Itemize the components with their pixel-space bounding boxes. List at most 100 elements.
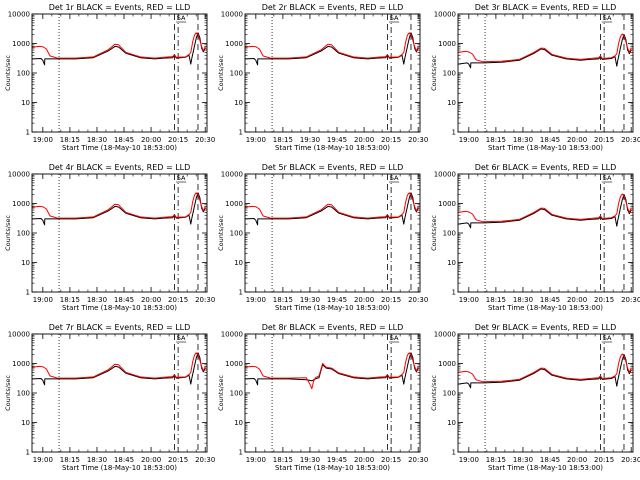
series-lld-line <box>31 32 206 59</box>
x-tick-label: 19:45 <box>327 296 347 304</box>
y-tick-label: 1000 <box>225 200 243 208</box>
y-tick-label: 10000 <box>8 11 30 19</box>
x-tick-label: 18:45 <box>114 456 134 464</box>
y-tick-label: 10000 <box>434 171 456 179</box>
series-lld-line <box>244 192 419 219</box>
x-tick-label: 19:00 <box>246 296 266 304</box>
y-tick-label: 100 <box>230 230 243 238</box>
y-axis-label: Counts/sec <box>217 55 225 91</box>
saa-marker-label: SA <box>177 174 186 182</box>
series-lld-line <box>457 193 632 223</box>
x-tick-label: 20:00 <box>354 456 374 464</box>
series-lld-line <box>244 352 419 390</box>
panel-title: Det 1r BLACK = Events, RED = LLD <box>49 3 191 12</box>
y-tick-label: 1000 <box>438 200 456 208</box>
panel-title: Det 4r BLACK = Events, RED = LLD <box>49 163 191 172</box>
y-tick-label: 100 <box>230 390 243 398</box>
saa-marker-label: SA <box>603 14 612 22</box>
y-tick-label: 100 <box>443 230 456 238</box>
x-tick-label: 18:15 <box>60 296 80 304</box>
y-tick-label: 1000 <box>12 40 30 48</box>
series-lld-line <box>31 352 206 379</box>
x-tick-label: 20:15 <box>381 456 401 464</box>
series-events-line <box>457 354 632 389</box>
y-tick-label: 1000 <box>225 360 243 368</box>
x-tick-label: 20:30 <box>408 296 428 304</box>
panel-title: Det 9r BLACK = Events, RED = LLD <box>475 323 617 332</box>
y-tick-label: 10000 <box>434 331 456 339</box>
y-tick-label: 100 <box>17 230 30 238</box>
y-axis-label: Counts/sec <box>4 215 12 251</box>
saa-marker-label: SA <box>603 174 612 182</box>
x-tick-label: 19:00 <box>246 456 266 464</box>
y-tick-label: 10000 <box>8 171 30 179</box>
x-tick-label: 19:00 <box>459 456 479 464</box>
x-tick-label: 19:00 <box>33 136 53 144</box>
y-tick-label: 10 <box>21 259 30 267</box>
x-tick-label: 18:30 <box>513 296 533 304</box>
x-tick-label: 20:30 <box>621 136 640 144</box>
x-tick-label: 20:30 <box>621 296 640 304</box>
x-tick-label: 18:45 <box>540 456 560 464</box>
x-tick-label: 20:30 <box>621 456 640 464</box>
saa-marker-label: SA <box>390 174 399 182</box>
plot-frame <box>244 333 421 453</box>
series-events-line <box>457 194 632 229</box>
x-tick-label: 20:00 <box>354 296 374 304</box>
panel-title: Det 8r BLACK = Events, RED = LLD <box>262 323 404 332</box>
plot-frame <box>457 173 634 293</box>
series-events-line <box>31 352 206 386</box>
y-tick-label: 10 <box>447 259 456 267</box>
panel-det-8r: Det 8r BLACK = Events, RED = LLD Counts/s… <box>217 323 428 472</box>
saa-marker-label: SA <box>603 334 612 342</box>
saa-marker-label: SA <box>177 334 186 342</box>
panel-det-1r: Det 1r BLACK = Events, RED = LLD Counts/s… <box>4 3 215 152</box>
y-tick-label: 10 <box>21 99 30 107</box>
panel-det-5r: Det 5r BLACK = Events, RED = LLD Counts/s… <box>217 163 428 312</box>
panel-title: Det 5r BLACK = Events, RED = LLD <box>262 163 404 172</box>
y-tick-label: 100 <box>443 70 456 78</box>
panel-title: Det 7r BLACK = Events, RED = LLD <box>49 323 191 332</box>
x-tick-label: 18:30 <box>513 456 533 464</box>
x-tick-label: 19:00 <box>33 296 53 304</box>
x-tick-label: 19:45 <box>327 456 347 464</box>
x-tick-label: 18:45 <box>540 136 560 144</box>
plot-frame <box>244 13 421 133</box>
x-tick-label: 18:30 <box>87 456 107 464</box>
plot-frame <box>244 173 421 293</box>
panel-det-2r: Det 2r BLACK = Events, RED = LLD Counts/s… <box>217 3 428 152</box>
panel-title: Det 3r BLACK = Events, RED = LLD <box>475 3 617 12</box>
x-tick-label: 18:15 <box>273 456 293 464</box>
plot-frame <box>457 13 634 133</box>
y-axis-label: Counts/sec <box>430 375 438 411</box>
x-axis-label: Start Time (18-May-10 18:53:00) <box>62 144 177 152</box>
x-tick-label: 18:45 <box>114 296 134 304</box>
panel-det-3r: Det 3r BLACK = Events, RED = LLD Counts/s… <box>430 3 640 152</box>
series-lld-line <box>457 353 632 383</box>
x-tick-label: 18:15 <box>486 296 506 304</box>
x-tick-label: 18:15 <box>486 136 506 144</box>
y-axis-label: Counts/sec <box>217 375 225 411</box>
x-axis-label: Start Time (18-May-10 18:53:00) <box>62 304 177 312</box>
x-tick-label: 18:30 <box>87 136 107 144</box>
y-tick-label: 1 <box>239 129 243 137</box>
y-tick-label: 10000 <box>221 331 243 339</box>
y-tick-label: 10 <box>234 99 243 107</box>
y-tick-label: 1000 <box>438 360 456 368</box>
x-tick-label: 20:00 <box>141 296 161 304</box>
x-tick-label: 19:30 <box>300 136 320 144</box>
y-tick-label: 10 <box>447 419 456 427</box>
series-events-line <box>457 34 632 69</box>
x-tick-label: 20:15 <box>594 136 614 144</box>
x-tick-label: 19:00 <box>459 136 479 144</box>
y-tick-label: 1000 <box>438 40 456 48</box>
x-tick-label: 20:30 <box>408 136 428 144</box>
x-axis-label: Start Time (18-May-10 18:53:00) <box>275 144 390 152</box>
x-tick-label: 19:00 <box>246 136 266 144</box>
y-axis-label: Counts/sec <box>4 55 12 91</box>
y-tick-label: 10000 <box>221 171 243 179</box>
y-axis-label: Counts/sec <box>430 55 438 91</box>
x-tick-label: 20:00 <box>567 456 587 464</box>
series-events-line <box>31 192 206 226</box>
